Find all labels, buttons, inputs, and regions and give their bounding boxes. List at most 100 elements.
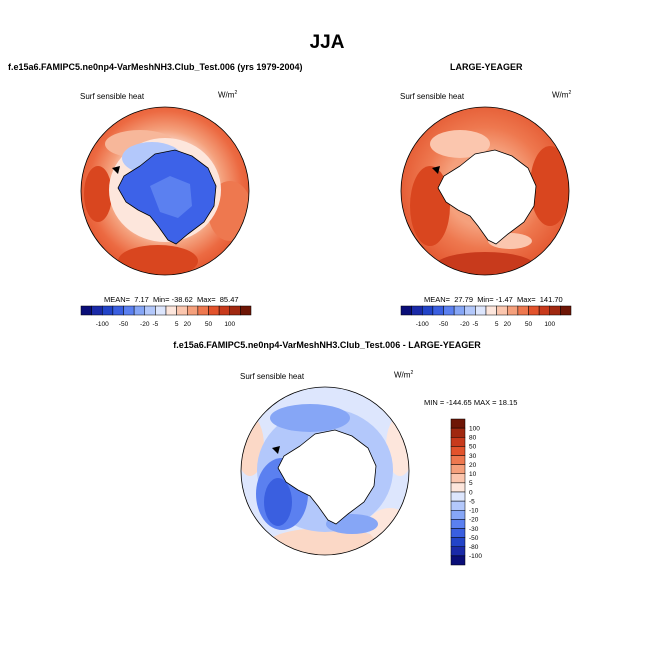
panel2-colorbar-box [422,305,434,316]
panel1-title: f.e15a6.FAMIPC5.ne0np4-VarMeshNH3.Club_T… [8,62,303,72]
panel1-colorbar-box [197,305,209,316]
panel2-antarctica [437,149,537,245]
panel3-colorbar-box [450,491,466,502]
panel1-colorbar-box [80,305,92,316]
panel1-colorbar-tick-label: -50 [119,321,129,328]
panel1-colorbar-box [176,305,188,316]
panel1-units: W/m2 [218,90,238,100]
panel3-colorbar-box [450,500,466,511]
panel2-title: LARGE-YEAGER [450,62,523,72]
panel3-colorbar-tick-label: -30 [469,526,479,533]
panel2-colorbar-box [517,305,529,316]
panel1-colorbar-box [112,305,124,316]
panel3-colorbar-box [450,427,466,438]
panel3-variable-label: Surf sensible heat [240,372,305,381]
panel3-colorbar-box [450,537,466,547]
panel1-colorbar-box [218,305,230,316]
panel2-colorbar: -100 -50 -20 -5 5 20 50 100 [400,305,572,328]
panel1-colorbar-box [123,305,135,316]
panel1-colorbar-box [208,305,220,316]
panel1-colorbar-box [102,305,114,316]
panel3-polar-map [240,386,410,556]
panel2-colorbar-tick-label: 20 [504,321,512,328]
panel3-colorbar-tick-label: -5 [469,498,475,505]
panel3-colorbar-tick-label: 5 [469,480,473,487]
panel2-stats: MEAN= 27.79 Min= -1.47 Max= 141.70 [424,295,563,304]
panel2-colorbar-box [464,305,476,316]
panel3-colorbar-tick-label: 20 [469,462,477,469]
panel3-antarctica [277,429,377,525]
panel2-polar-map [400,106,570,276]
panel1-colorbar-tick-label: 50 [205,321,213,328]
panel2-colorbar-tick-label: -50 [439,321,449,328]
panel1-colorbar-box [133,305,145,316]
panel2-colorbar-box [485,305,497,316]
panel3-colorbar-box [450,464,466,474]
panel2-colorbar-tick-label: 100 [544,321,555,328]
panel2-colorbar-tick-label: 5 [495,321,499,328]
panel1-colorbar-tick-label: 100 [224,321,235,328]
panel3-colorbar-tick-label: 50 [469,444,477,451]
panel3-units: W/m2 [394,370,414,380]
panel3-colorbar-box [450,510,466,520]
panel2-colorbar-box [507,305,519,316]
panel2-colorbar-box [496,305,508,316]
panel3-title: f.e15a6.FAMIPC5.ne0np4-VarMeshNH3.Club_T… [173,340,481,350]
panel3-colorbar-box [450,437,466,447]
panel1-colorbar-box [91,305,103,316]
panel3-colorbar-tick-label: 30 [469,453,477,460]
panel2-colorbar-box [560,305,572,316]
panel2-colorbar-box [475,305,487,316]
panel3-colorbar-box [450,555,466,566]
panel1-colorbar-tick-label: 5 [175,321,179,328]
panel2-colorbar-box [400,305,412,316]
panel3-colorbar-tick-label: 80 [469,435,477,442]
panel2-colorbar-box [453,305,465,316]
panel2-colorbar-box [538,305,550,316]
panel2-colorbar-box [411,305,423,316]
panel3-colorbar-tick-label: 100 [469,425,480,432]
panel2-colorbar-box [443,305,455,316]
panel1-colorbar-box [229,305,241,316]
panel1-colorbar-tick-label: -20 [140,321,150,328]
panel3-colorbar-tick-label: 10 [469,471,477,478]
panel1-colorbar-tick-label: -5 [152,321,158,328]
panel2-variable-label: Surf sensible heat [400,92,465,101]
panel3-colorbar-box [450,528,466,538]
panel2-colorbar-box [528,305,540,316]
panel1-colorbar-box [155,305,167,316]
panel3-colorbar-box [450,519,466,529]
panel2-units: W/m2 [552,90,572,100]
panel2-colorbar-tick-label: -20 [460,321,470,328]
panel1-colorbar-box [240,305,252,316]
panel1-colorbar-box [187,305,199,316]
panel1-colorbar-tick-label: 20 [184,321,192,328]
panel3-colorbar-tick-label: 0 [469,489,473,496]
panel3-colorbar-tick-label: -80 [469,544,479,551]
panel1-polar-map [80,106,250,276]
panel3-colorbar-box [450,418,466,429]
panel3-colorbar-tick-label: -100 [469,553,482,560]
panel1-colorbar-tick-label: -100 [96,321,109,328]
panel3-minmax: MIN = -144.65 MAX = 18.15 [424,398,518,407]
panel3-colorbar-box [450,546,466,557]
panel2-colorbar-tick-label: -100 [416,321,429,328]
panel3-colorbar-tick-label: -20 [469,517,479,524]
panel3-colorbar-tick-label: -10 [469,508,479,515]
panel2-colorbar-tick-label: -5 [472,321,478,328]
panel3-colorbar-tick-label: -50 [469,535,479,542]
panel1-colorbar: -100 -50 -20 -5 5 20 50 100 [80,305,252,328]
panel2-colorbar-box [549,305,561,316]
panel2-colorbar-box [432,305,444,316]
panel1-colorbar-box [165,305,177,316]
panel1-variable-label: Surf sensible heat [80,92,145,101]
panel3-colorbar-box [450,482,466,493]
panel1-stats: MEAN= 7.17 Min= -38.62 Max= 85.47 [104,295,239,304]
main-title: JJA [309,32,345,53]
panel3-colorbar-box [450,473,466,484]
panel2-colorbar-tick-label: 50 [525,321,533,328]
panel3-colorbar-box [450,455,466,465]
panel3-colorbar-box [450,446,466,456]
panel1-colorbar-box [144,305,156,316]
